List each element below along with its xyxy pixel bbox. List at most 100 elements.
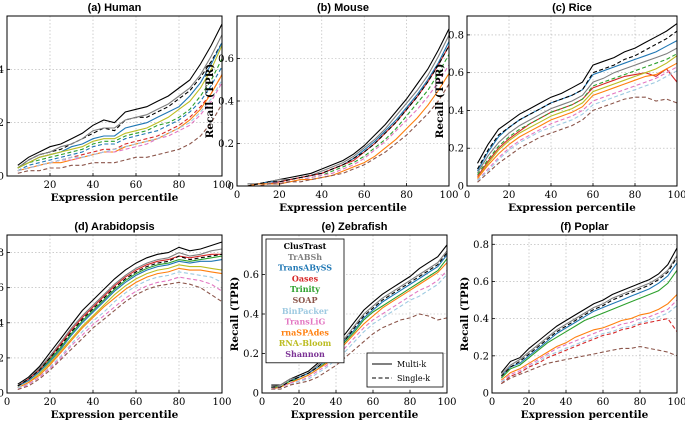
y-tick-label: 0.8 xyxy=(473,240,489,251)
y-tick-label: 0.6 xyxy=(218,54,234,65)
legend-entry-oases: Oases xyxy=(292,273,319,283)
series-trabsh-multi xyxy=(500,255,678,375)
series-trabsh-multi xyxy=(17,248,223,387)
x-tick-label: 60 xyxy=(367,397,380,408)
series-soap-single xyxy=(17,281,223,391)
series-rnaspades-multi xyxy=(500,294,678,381)
x-tick-label: 40 xyxy=(545,190,558,201)
x-tick-label: 40 xyxy=(87,397,100,408)
x-tick-label: 80 xyxy=(629,190,642,201)
x-tick-label: 100 xyxy=(212,180,231,191)
x-tick-label: 60 xyxy=(130,397,143,408)
x-tick-label: 60 xyxy=(358,190,371,201)
legend-entry-transabyss: TransABySS xyxy=(278,263,332,273)
panel-title: (d) Arabidopsis xyxy=(74,221,154,233)
series-translig-single xyxy=(17,276,223,390)
series-trinity-single xyxy=(247,54,450,187)
y-tick-label: 0.6 xyxy=(0,283,4,294)
y-tick-label: 0.4 xyxy=(243,310,259,321)
legend-single-k-label: Single-k xyxy=(397,374,430,383)
y-tick-label: 0.4 xyxy=(218,97,234,108)
x-tick-label: 20 xyxy=(523,397,536,408)
x-tick-label: 40 xyxy=(315,190,328,201)
x-tick-label: 60 xyxy=(587,190,600,201)
series-soap-single xyxy=(271,313,448,390)
y-tick-label: 0 xyxy=(0,389,4,400)
series-trabsh-multi xyxy=(477,47,678,174)
x-tick-label: 80 xyxy=(404,397,417,408)
legend-entry-binpacker: BinPacker xyxy=(282,306,329,316)
style-legend: Multi-k Single-k xyxy=(366,352,444,388)
series-trinity-single xyxy=(17,58,223,169)
x-axis-label: Expression percentile xyxy=(291,409,419,421)
y-tick-label: 0.6 xyxy=(473,277,489,288)
series-transabyss-multi xyxy=(247,41,450,187)
x-tick-label: 40 xyxy=(330,397,343,408)
panel-d-arabidopsis: (d) Arabidopsis 0 20 40 60 80 100 0 0.2 0.4 0.6 0.8… xyxy=(0,221,232,421)
panel-title: (a) Human xyxy=(88,2,142,14)
axes-frame xyxy=(466,15,678,187)
series-binpacker-single xyxy=(271,274,448,390)
x-tick-label: 80 xyxy=(400,190,413,201)
axes-frame xyxy=(6,234,223,394)
series-translig-single xyxy=(500,299,678,383)
x-tick-label: 100 xyxy=(439,190,458,201)
x-tick-label: 0 xyxy=(489,397,495,408)
series-rnaspades-multi xyxy=(247,73,450,187)
y-tick-label: 0.4 xyxy=(0,65,4,76)
x-axis-label: Expression percentile xyxy=(51,192,179,204)
x-tick-label: 100 xyxy=(667,190,685,201)
series-translig-single xyxy=(247,64,450,187)
y-tick-label: 0 xyxy=(458,182,464,193)
y-tick-label: 0.4 xyxy=(473,314,489,325)
series-rna-bloom-multi xyxy=(17,45,223,169)
y-tick-label: 0.2 xyxy=(0,118,4,129)
legend-entry-translig: TransLiG xyxy=(285,317,326,327)
series-trabsh-multi xyxy=(17,34,223,169)
y-tick-label: 0.2 xyxy=(473,351,489,362)
series-rnaspades-multi xyxy=(271,262,448,390)
series-clustrast-single xyxy=(477,30,678,170)
series-clustrast-multi xyxy=(17,241,223,385)
legend-entry-soap: SOAP xyxy=(293,295,318,305)
x-tick-label: 100 xyxy=(437,397,456,408)
series-transabyss-single xyxy=(17,66,223,172)
series-trinity-multi xyxy=(500,269,678,379)
series-soap-single xyxy=(17,103,223,174)
x-tick-label: 0 xyxy=(4,397,10,408)
style-legend-box xyxy=(366,352,444,388)
series-transabyss-multi xyxy=(17,259,223,387)
panel-e-zebrafish: (e) Zebrafish 0 20 40 60 80 100 0 0.2 0.4 0.6 Expre… xyxy=(229,221,457,421)
x-tick-label: 20 xyxy=(273,190,286,201)
x-tick-label: 0 xyxy=(464,190,470,201)
series-clustrast-multi xyxy=(271,244,448,386)
y-axis-label: Recall (TPR) xyxy=(459,277,471,352)
panel-f-poplar: (f) Poplar 0 20 40 60 80 100 0 0.2 0.4 0.6 0.8 Expre… xyxy=(459,221,685,421)
x-axis-label: Expression percentile xyxy=(279,202,407,214)
series-rnaspades-multi xyxy=(477,62,678,179)
x-tick-label: 20 xyxy=(44,397,57,408)
series-transabyss-multi xyxy=(500,262,678,377)
series-clustrast-multi xyxy=(17,23,223,166)
series-translig-single xyxy=(477,66,678,181)
panel-title: (f) Poplar xyxy=(560,221,609,233)
panel-title: (b) Mouse xyxy=(317,2,369,14)
y-tick-label: 0.8 xyxy=(0,248,4,259)
series-trinity-multi xyxy=(17,255,223,387)
x-tick-label: 100 xyxy=(667,397,685,408)
y-tick-label: 0 xyxy=(0,172,4,183)
x-tick-label: 60 xyxy=(597,397,610,408)
y-tick-label: 0.4 xyxy=(0,318,4,329)
x-tick-label: 80 xyxy=(173,180,186,191)
x-axis-label: Expression percentile xyxy=(51,409,179,421)
x-axis-label: Expression percentile xyxy=(508,202,636,214)
y-axis-label: Recall (TPR) xyxy=(434,64,446,139)
series-soap-single xyxy=(247,83,450,187)
series-oases-single xyxy=(500,317,678,385)
series-clustrast-multi xyxy=(500,247,678,373)
legend-entry-shannon: Shannon xyxy=(285,349,325,359)
legend-entry-clustrast: ClusTrast xyxy=(284,241,327,251)
x-tick-label: 40 xyxy=(87,180,100,191)
